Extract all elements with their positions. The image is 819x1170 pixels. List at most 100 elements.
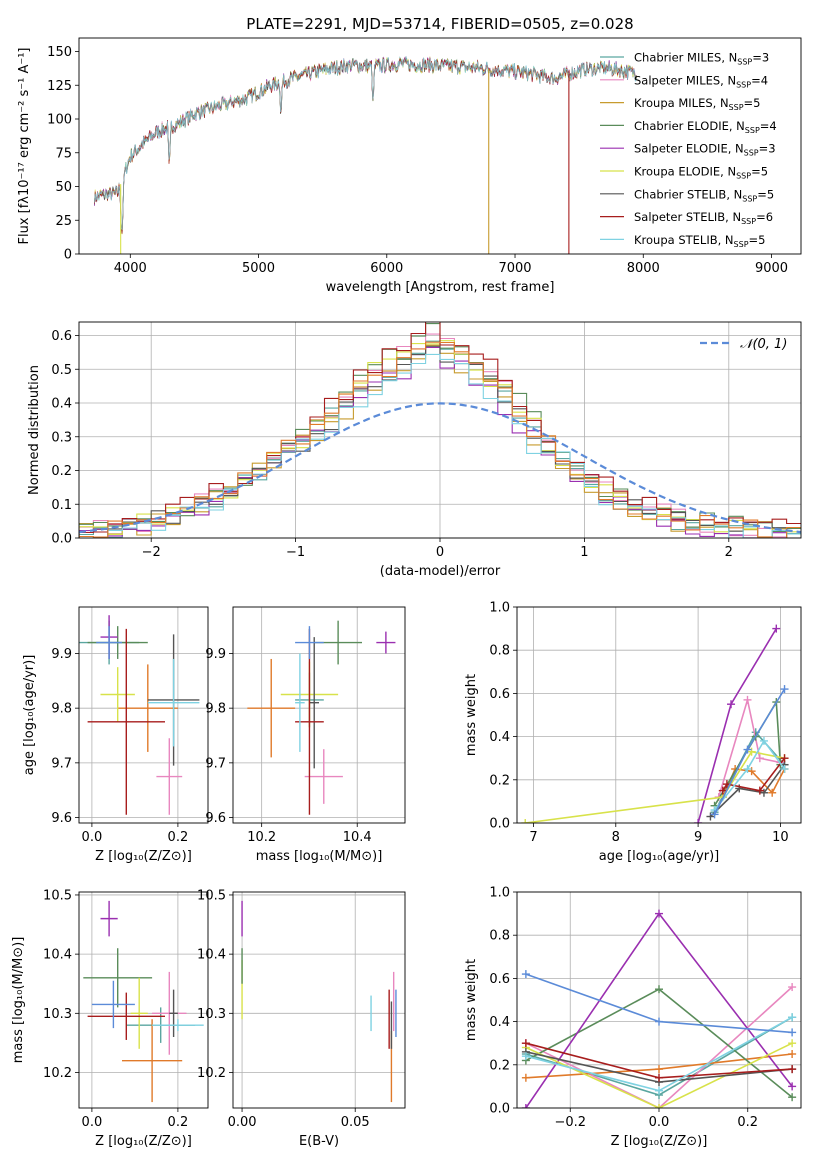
y-tick-label-1: 9.7 [205, 756, 226, 771]
axes-frame [78, 37, 802, 255]
y-tick-label-3: 10.5 [197, 888, 226, 903]
y-tick-label-1: 0.2 [489, 773, 510, 788]
legend-label-main-5: Kroupa ELODIE, N [634, 165, 736, 179]
histograms [79, 322, 801, 538]
weight-marker-8-2 [759, 736, 768, 745]
y-tick-label-5: 0.5 [51, 363, 72, 378]
y-tick-label-0: 10.2 [197, 1066, 226, 1081]
y-tick-label-0: 10.2 [43, 1066, 72, 1081]
legend-label-main-1: Salpeter MILES, N [634, 73, 736, 87]
legend-label-sub-5: SSP [736, 172, 751, 181]
weight-marker-9-0 [521, 970, 530, 979]
spectrum-series-6 [94, 56, 638, 234]
weight-marker-8-2 [788, 1013, 797, 1022]
y-axis-label: mass weight [464, 674, 479, 756]
weight-marker-2-2 [788, 1050, 797, 1058]
spectrum-panel: 4000 5000 6000 7000 8000 9000 0 25 50 75 100 125 150… [17, 37, 802, 295]
residual-histogram-panel: −2 −1 0 1 2 0.0 0.1 0.2 0.3 0.4 0.5 0.6 (data-model)… [27, 321, 802, 579]
errorbar-point-8 [147, 658, 200, 747]
weight-marker-9-1 [743, 745, 752, 754]
y-tick-label-4: 100 [47, 113, 72, 128]
legend-label-1: Salpeter MILES, NSSP=4 [634, 73, 768, 89]
x-tick-label-1: 0.05 [341, 1115, 370, 1130]
y-tick-label-3: 10.5 [43, 888, 72, 903]
legend-label-0: Chabrier MILES, NSSP=3 [634, 51, 769, 67]
x-tick-label-1: 8 [612, 830, 620, 845]
legend-label-sub-6: SSP [742, 194, 757, 203]
x-tick-label-1: 0.2 [168, 1115, 189, 1130]
y-tick-label-3: 75 [55, 146, 72, 161]
x-tick-label-1: 0.2 [168, 830, 189, 845]
y-axis-label: mass [log₁₀(M/M⊙)] [11, 937, 26, 1064]
legend-label-tail-2: =5 [744, 96, 761, 110]
figure-title: PLATE=2291, MJD=53714, FIBERID=0505, z=0… [246, 15, 633, 33]
legend-label-main-8: Kroupa STELIB, N [634, 233, 734, 247]
errorbar-point-1 [304, 749, 343, 804]
y-tick-label-4: 0.4 [51, 397, 72, 412]
y-tick-label-2: 0.2 [51, 464, 72, 479]
spectrum-series-0 [94, 56, 638, 231]
x-tick-label-0: 0.00 [228, 1115, 257, 1130]
weight-marker-6-2 [759, 788, 768, 797]
weight-marker-5-0 [521, 819, 530, 823]
x-axis-label: wavelength [Angstrom, rest frame] [326, 280, 555, 295]
legend-label-main-7: Salpeter STELIB, N [634, 210, 741, 224]
weight-marker-2-2 [747, 767, 756, 776]
spectrum-series-8 [94, 55, 638, 231]
legend-label-sub-8: SSP [734, 240, 749, 249]
weight-marker-4-1 [655, 909, 663, 918]
y-tick-label-0: 0.0 [489, 1102, 510, 1117]
y-tick-label-2: 9.8 [51, 702, 72, 717]
axes-frame [78, 321, 802, 539]
y-tick-label-0: 0.0 [489, 817, 510, 832]
legend-label-main-4: Salpeter ELODIE, N [634, 142, 744, 156]
errorbar-point-8 [295, 653, 305, 752]
weight-marker-4-0 [521, 1104, 530, 1108]
legend-label-7: Salpeter STELIB, NSSP=6 [634, 210, 773, 226]
weight-marker-4-0 [694, 819, 703, 823]
weight-marker-8-3 [780, 765, 789, 773]
y-tick-label-1: 10.3 [197, 1007, 226, 1022]
y-tick-label-3: 0.6 [489, 687, 510, 702]
y-axis-label: age [log₁₀(age/yr)] [22, 655, 37, 776]
y-tick-label-6: 0.6 [51, 329, 72, 344]
weight-marker-5-2 [788, 1039, 797, 1048]
weight-marker-9-2 [788, 1028, 797, 1037]
y-tick-label-4: 0.8 [489, 929, 510, 944]
y-tick-label-1: 25 [55, 214, 72, 229]
y-tick-label-2: 0.4 [489, 730, 510, 745]
y-tick-label-2: 9.8 [205, 702, 226, 717]
legend-label-main-6: Chabrier STELIB, N [634, 187, 742, 201]
axes-frame [232, 891, 406, 1109]
legend-label-tail-1: =4 [751, 73, 768, 87]
x-tick-label-1: 10.4 [343, 830, 372, 845]
y-tick-label-5: 1.0 [489, 601, 510, 616]
errorbar-point-2 [117, 664, 178, 752]
legend-label-main-2: Kroupa MILES, N [634, 96, 729, 110]
weight-marker-4-2 [772, 624, 781, 633]
errorbar-point-3 [83, 948, 153, 1008]
spectrum-series-3 [94, 56, 638, 233]
y-tick-label-1: 9.7 [51, 756, 72, 771]
errorbar-point-7 [87, 628, 165, 815]
legend-label-6: Chabrier STELIB, NSSP=5 [634, 187, 774, 203]
y-tick-label-3: 9.9 [51, 647, 72, 662]
x-tick-label-0: −0.2 [554, 1115, 586, 1130]
weight-marker-7-1 [655, 1073, 663, 1082]
y-tick-label-2: 50 [55, 180, 72, 195]
axes-frame [78, 606, 209, 824]
weight-series-5 [525, 750, 785, 823]
errorbar-point-9 [96, 626, 122, 659]
legend-label-sub-7: SSP [741, 217, 756, 226]
spectrum-series-1 [94, 56, 638, 234]
weight-marker-5-1 [655, 1104, 663, 1108]
weight-marker-2-1 [655, 1065, 663, 1074]
weight-marker-9-1 [655, 1017, 663, 1026]
x-tick-label-3: 1 [580, 545, 588, 560]
y-tick-label-6: 150 [47, 45, 72, 60]
y-tick-label-4: 0.8 [489, 644, 510, 659]
weight-marker-7-0 [718, 786, 727, 795]
histogram-legend: 𝒩(0, 1) [700, 337, 787, 352]
x-axis-label: E(B-V) [299, 1134, 339, 1149]
